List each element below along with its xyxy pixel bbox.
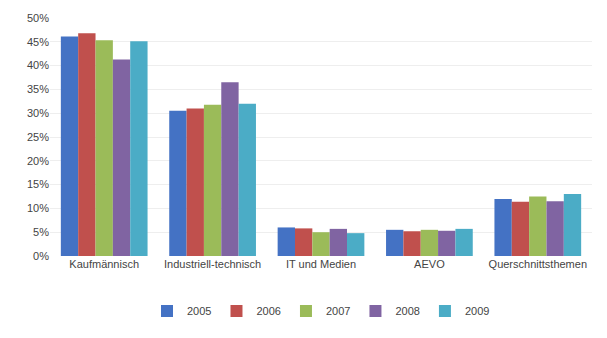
svg-text:Querschnittsthemen: Querschnittsthemen <box>489 258 587 270</box>
svg-text:0%: 0% <box>33 250 49 262</box>
svg-text:25%: 25% <box>27 131 49 143</box>
svg-text:IT und Medien: IT und Medien <box>286 258 356 270</box>
svg-text:2009: 2009 <box>465 305 489 317</box>
svg-text:5%: 5% <box>33 226 49 238</box>
svg-text:Kaufmännisch: Kaufmännisch <box>69 258 139 270</box>
svg-text:2006: 2006 <box>256 305 280 317</box>
svg-text:2007: 2007 <box>326 305 350 317</box>
svg-text:15%: 15% <box>27 178 49 190</box>
svg-text:10%: 10% <box>27 202 49 214</box>
svg-text:2005: 2005 <box>187 305 211 317</box>
svg-text:Industriell-technisch: Industriell-technisch <box>164 258 261 270</box>
svg-text:45%: 45% <box>27 36 49 48</box>
svg-text:35%: 35% <box>27 83 49 95</box>
svg-text:2008: 2008 <box>395 305 419 317</box>
svg-text:AEVO: AEVO <box>414 258 445 270</box>
svg-text:30%: 30% <box>27 107 49 119</box>
svg-text:20%: 20% <box>27 155 49 167</box>
svg-text:50%: 50% <box>27 12 49 24</box>
svg-text:40%: 40% <box>27 59 49 71</box>
